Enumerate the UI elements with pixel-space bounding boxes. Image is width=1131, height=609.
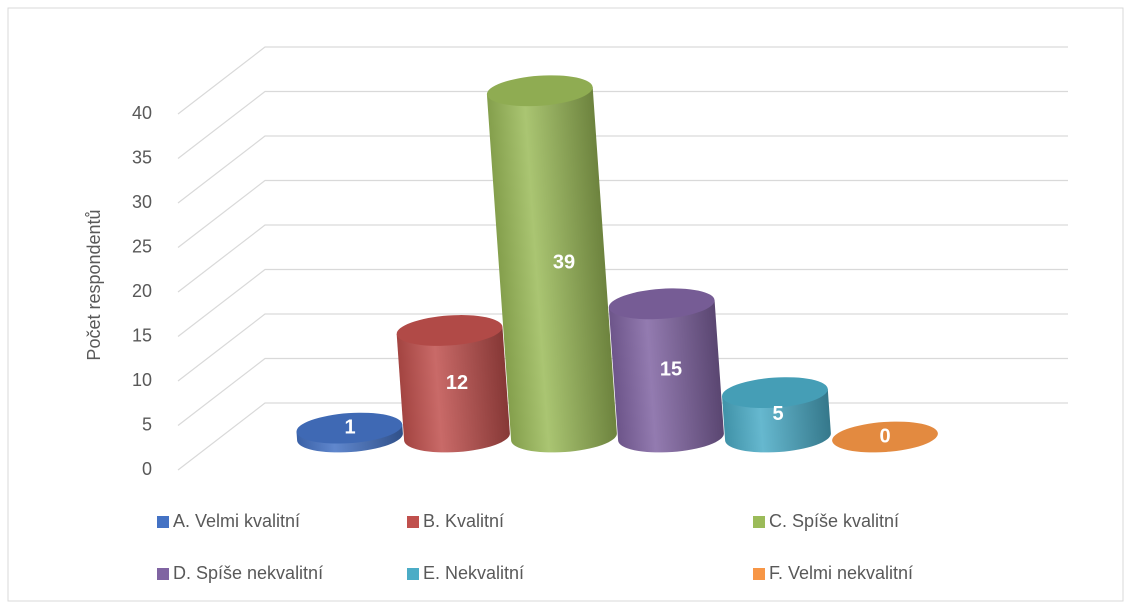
bar-top xyxy=(296,412,403,444)
data-label: 12 xyxy=(446,372,468,394)
legend-label: C. Spíše kvalitní xyxy=(769,511,899,531)
legend-label: F. Velmi nekvalitní xyxy=(769,563,913,583)
y-tick-label: 0 xyxy=(142,459,152,479)
cylinder xyxy=(486,75,617,453)
legend-swatch xyxy=(407,516,419,528)
bar xyxy=(396,326,510,453)
grid-line xyxy=(177,313,1068,382)
cylinder xyxy=(832,421,938,453)
data-label: 0 xyxy=(879,425,890,447)
y-tick-label: 40 xyxy=(132,103,152,123)
bar-top xyxy=(396,315,503,346)
legend-label: E. Nekvalitní xyxy=(423,563,524,583)
cylinder xyxy=(722,377,831,453)
data-label: 1 xyxy=(344,416,355,438)
bar-top xyxy=(486,75,593,107)
grid-line xyxy=(177,46,1068,115)
y-axis-title: Počet respondentů xyxy=(84,209,104,360)
bar xyxy=(608,300,724,453)
data-label: 5 xyxy=(772,403,783,425)
legend-swatch xyxy=(753,568,765,580)
grid-line xyxy=(177,224,1068,293)
grid-line xyxy=(177,135,1068,204)
y-tick-label: 5 xyxy=(142,414,152,434)
y-tick-label: 10 xyxy=(132,370,152,390)
bar-top xyxy=(608,288,715,320)
legend-swatch xyxy=(753,516,765,528)
legend-label: B. Kvalitní xyxy=(423,511,504,531)
y-tick-label: 30 xyxy=(132,192,152,212)
data-label: 39 xyxy=(553,252,575,274)
y-tick-label: 25 xyxy=(132,236,152,256)
grid-line xyxy=(177,90,1068,159)
cylinder xyxy=(296,412,403,453)
cylinder xyxy=(396,315,510,453)
legend-label: A. Velmi kvalitní xyxy=(173,511,300,531)
grid-line xyxy=(177,268,1068,337)
y-tick-label: 15 xyxy=(132,325,152,345)
y-tick-label: 20 xyxy=(132,281,152,301)
bar-top xyxy=(722,377,828,409)
bar xyxy=(486,87,617,453)
cylinder xyxy=(608,288,724,453)
legend-label: D. Spíše nekvalitní xyxy=(173,563,323,583)
grid-line xyxy=(177,357,1068,426)
grid-line xyxy=(177,179,1068,248)
y-tick-label: 35 xyxy=(132,147,152,167)
legend-swatch xyxy=(157,516,169,528)
legend-swatch xyxy=(407,568,419,580)
data-label: 15 xyxy=(660,359,682,381)
legend-swatch xyxy=(157,568,169,580)
bar-top xyxy=(832,421,938,453)
